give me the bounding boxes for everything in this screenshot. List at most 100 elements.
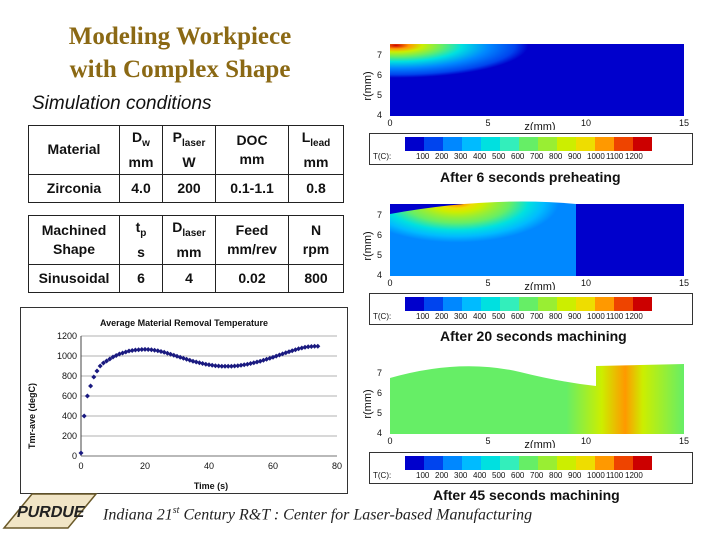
header-plaser: Plaser W (162, 125, 216, 175)
ytick: 7 (377, 210, 382, 220)
chart-point (232, 363, 238, 369)
title-line-2: with Complex Shape (69, 56, 291, 83)
chart-point (235, 363, 241, 369)
colorbar-cell (462, 297, 481, 311)
footer-text: Indiana 21st Century R&T : Center for La… (103, 505, 533, 524)
chart-point (280, 351, 286, 357)
contour-plot-45s: 7 6 5 4 0 5 10 15 r(mm) z(mm) (362, 362, 689, 448)
ytick: 7 (377, 50, 382, 60)
contour-plot-20s: 7 6 5 4 0 5 10 15 r(mm) z(mm) (362, 201, 689, 290)
colorbar-label: 600 (511, 471, 525, 480)
contour-xlabel: z(mm) (524, 121, 555, 130)
chart-point (168, 351, 174, 357)
chart-point (145, 347, 151, 352)
chart-point (107, 356, 113, 362)
ytick: 6 (377, 230, 382, 240)
colorbar-label: 400 (473, 312, 487, 321)
cell-dlaser: 4 (162, 263, 216, 293)
temperature-chart-svg: Average Material Removal Temperature Tmr… (27, 318, 342, 491)
ytick: 5 (377, 408, 382, 418)
contour-ylabel: r(mm) (362, 71, 374, 100)
colorbar-cell (557, 297, 576, 311)
colorbar-cell (443, 456, 462, 470)
chart-point (139, 347, 145, 352)
colorbar-prefix: T(C): (373, 312, 392, 321)
chart-point (187, 357, 193, 363)
header-llead: Llead mm (288, 125, 344, 175)
chart-point (203, 361, 209, 367)
chart-ytick: 200 (62, 431, 77, 441)
colorbar-cell (538, 297, 557, 311)
heat-zone (390, 201, 576, 276)
cell-plaser: 200 (162, 173, 216, 203)
header-material: Material (28, 125, 120, 175)
colorbar-label: 700 (530, 152, 544, 161)
colorbar-cell (519, 137, 538, 151)
colorbar-label: 400 (473, 471, 487, 480)
colorbar-label: 300 (454, 152, 468, 161)
colorbar: T(C): 100 200 300 400 500 600 700 800 900 1000 1100… (369, 133, 693, 165)
purdue-logo: PURDUE (2, 493, 98, 529)
colorbar-cell (500, 137, 519, 151)
chart-point (299, 345, 305, 351)
chart-point (88, 383, 94, 389)
chart-point (238, 362, 244, 368)
chart-title: Average Material Removal Temperature (100, 318, 268, 328)
chart-point (241, 362, 247, 368)
chart-point (228, 363, 234, 369)
header-doc: DOC mm (215, 125, 289, 175)
chart-point (225, 363, 231, 369)
xtick: 15 (679, 278, 689, 288)
colorbar-label: 800 (549, 471, 563, 480)
ytick: 5 (377, 250, 382, 260)
cell-feed: 0.02 (215, 263, 289, 293)
colorbar-label: 400 (473, 152, 487, 161)
chart-point (308, 344, 314, 349)
colorbar-cells (405, 137, 652, 151)
chart-point (136, 347, 142, 353)
colorbar-label: 200 (435, 312, 449, 321)
chart-point (212, 363, 218, 369)
colorbar-cell (500, 297, 519, 311)
cell-shape: Sinusoidal (28, 263, 120, 293)
colorbar-label: 100 (416, 471, 430, 480)
colorbar-cell (633, 456, 652, 470)
colorbar-label: 700 (530, 471, 544, 480)
colorbar-label: 100 (416, 312, 430, 321)
cell-material: Zirconia (28, 173, 120, 203)
chart-point (312, 343, 318, 349)
chart-point (219, 363, 225, 369)
chart-point (177, 354, 183, 360)
chart-point (222, 363, 228, 369)
logo-text: PURDUE (15, 503, 86, 521)
colorbar-cell (424, 456, 443, 470)
ytick: 4 (377, 110, 382, 120)
colorbar-label: 1000 (587, 471, 605, 480)
chart-xtick: 40 (204, 461, 214, 471)
chart-point (78, 450, 84, 456)
colorbar-label: 1000 (587, 152, 605, 161)
colorbar-label: 1100 (606, 312, 624, 321)
colorbar-label: 200 (435, 152, 449, 161)
xtick: 5 (485, 436, 490, 446)
contour-xlabel: z(mm) (524, 281, 555, 290)
colorbar-cell (462, 137, 481, 151)
params-table-1: Material Dw mm Plaser W DOC mm Llead mm Zirc… (28, 125, 344, 203)
chart-ytick: 1200 (57, 331, 77, 341)
colorbar-cell (614, 297, 633, 311)
colorbar-cell (595, 137, 614, 151)
logo-shape (2, 493, 98, 529)
chart-point (315, 343, 321, 349)
chart-point (257, 358, 263, 364)
xtick: 0 (387, 118, 392, 128)
colorbar-cell (405, 297, 424, 311)
colorbar-cell (614, 456, 633, 470)
colorbar-prefix: T(C): (373, 471, 392, 480)
contour-xlabel: z(mm) (524, 439, 555, 448)
colorbar-cell (462, 456, 481, 470)
chart-point (152, 347, 158, 353)
colorbar-cell (405, 137, 424, 151)
chart-point (206, 362, 212, 368)
